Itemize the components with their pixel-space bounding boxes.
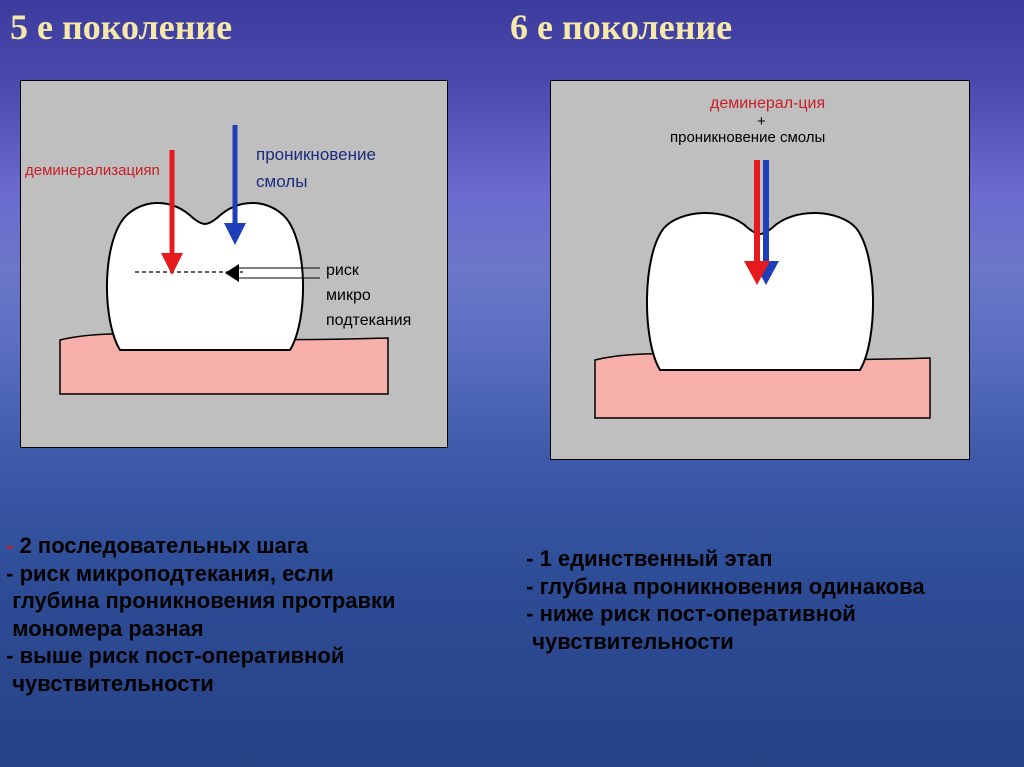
panel-gen6: деминерал-ция+проникновение смолы <box>550 80 970 460</box>
label-risk3: подтекания <box>326 312 411 329</box>
panel-svg: деминерализацияn проникновение смолы риск ми… <box>20 80 448 448</box>
title-left: 5 е поколение <box>10 6 232 48</box>
bullet-line: - 1 единственный этап <box>520 545 925 573</box>
tooth <box>107 203 303 350</box>
label-risk1: риск <box>326 262 360 279</box>
label-resin_line2: смолы <box>256 172 307 191</box>
title-right: 6 е поколение <box>510 6 732 48</box>
bullet-line: - 2 последовательных шага <box>0 532 396 560</box>
panel-gen5: деминерализацияn проникновение смолы риск ми… <box>20 80 448 448</box>
bullet-cont: глубина проникновения протравки <box>0 587 396 615</box>
label-plus: + <box>757 113 766 130</box>
bullet-line: - выше риск пост-оперативной <box>0 642 396 670</box>
panel-svg: деминерал-ция+проникновение смолы <box>550 80 970 460</box>
bullet-line: - глубина проникновения одинакова <box>520 573 925 601</box>
bullets-gen5: - 2 последовательных шага - риск микропо… <box>0 532 396 697</box>
label-demineral: деминерал-ция <box>710 95 825 112</box>
label-resin_line1: проникновение <box>256 145 376 164</box>
label-resin: проникновение смолы <box>670 129 825 146</box>
label-demineral: деминерализацияn <box>25 162 160 179</box>
bullet-cont: мономера разная <box>0 615 396 643</box>
bullet-cont: чувствительности <box>0 670 396 698</box>
bullet-cont: чувствительности <box>520 628 925 656</box>
slide: 5 е поколение 6 е поколение деминерализа… <box>0 0 1024 767</box>
bullet-line: - ниже риск пост-оперативной <box>520 600 925 628</box>
label-risk2: микро <box>326 287 371 304</box>
bullets-gen6: - 1 единственный этап - глубина проникно… <box>520 545 925 655</box>
bullet-line: - риск микроподтекания, если <box>0 560 396 588</box>
